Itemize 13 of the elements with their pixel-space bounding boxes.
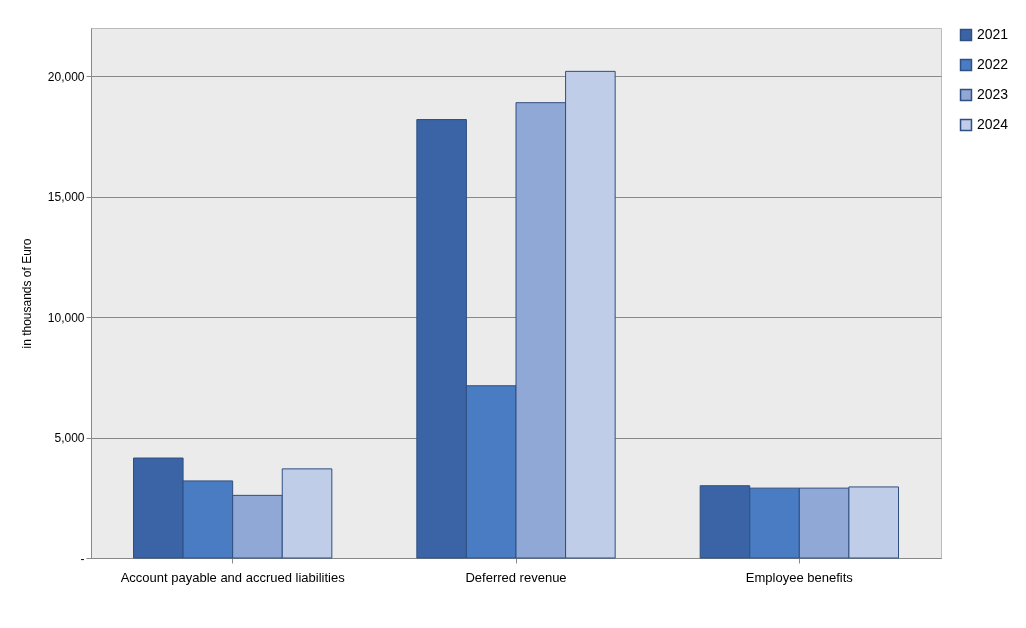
legend-label: 2021 [977, 26, 1009, 42]
legend-label: 2022 [977, 56, 1009, 72]
y-tick-label: - [80, 551, 85, 566]
y-tick-label: 5,000 [54, 431, 85, 446]
y-tick-label: 20,000 [47, 69, 85, 84]
legend-label: 2023 [977, 86, 1009, 102]
y-axis-title: in thousands of Euro [19, 238, 34, 349]
y-tick-label: 15,000 [47, 190, 85, 205]
x-tick-label: Account payable and accrued liabilities [120, 569, 346, 585]
y-tick-label: 10,000 [47, 310, 85, 325]
x-tick-label: Deferred revenue [465, 569, 567, 585]
x-tick-label: Employee benefits [745, 569, 854, 585]
legend-label: 2024 [977, 116, 1009, 132]
